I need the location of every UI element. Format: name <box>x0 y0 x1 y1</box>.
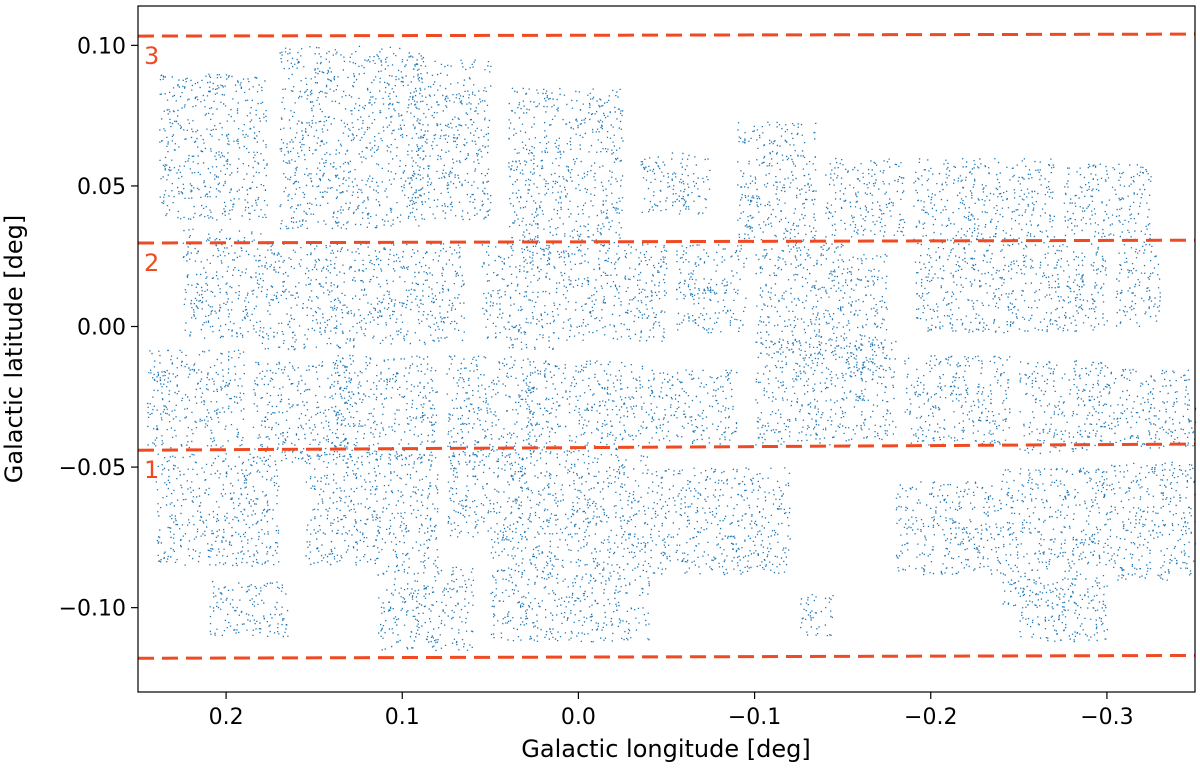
scatter-field-18 <box>914 242 1029 334</box>
scatter-field-40 <box>800 594 834 637</box>
x-tick-label-4: −0.2 <box>904 705 957 730</box>
scatter-field-38 <box>517 453 650 525</box>
scatter-field-10 <box>182 228 263 339</box>
region-label-2: 2 <box>144 249 159 277</box>
boundary-line-1 <box>137 32 1196 38</box>
x-axis-label: Galactic longitude [deg] <box>521 735 810 763</box>
points-layer <box>147 45 1197 652</box>
scatter-field-5 <box>737 121 817 244</box>
scatter-field-13 <box>481 242 562 350</box>
x-axis-ticks: 0.2 0.1 0.0 −0.1 −0.2 −0.3 <box>209 692 1134 730</box>
scatter-field-30 <box>1019 360 1109 455</box>
y-axis-ticks: 0.10 0.05 0.00 −0.05 −0.10 <box>59 34 138 622</box>
scatter-field-8 <box>1063 163 1117 238</box>
scatter-field-9 <box>1115 163 1152 243</box>
scatter-field-43 <box>1019 593 1108 643</box>
scatter-field-19 <box>1028 243 1108 333</box>
y-tick-label-0: 0.10 <box>77 34 126 59</box>
x-tick-label-0: 0.2 <box>209 705 244 730</box>
scatter-field-33 <box>209 580 289 638</box>
scatter-field-11 <box>261 242 368 351</box>
y-axis-label: Galactic latitude [deg] <box>0 215 28 483</box>
scatter-field-28 <box>852 340 897 441</box>
x-tick-label-5: −0.3 <box>1080 705 1133 730</box>
scatter-field-15 <box>676 244 748 334</box>
scatter-field-22 <box>252 360 351 463</box>
scatter-field-26 <box>649 369 738 445</box>
scatter-field-29 <box>904 355 1011 446</box>
scatter-field-25 <box>526 360 650 455</box>
y-tick-label-1: 0.05 <box>77 175 126 200</box>
boundary-line-2 <box>137 238 1196 245</box>
boundary-line-4 <box>137 653 1196 660</box>
scatter-field-14 <box>560 242 668 342</box>
scatter-field-1 <box>279 45 425 230</box>
scatter-field-2 <box>411 59 492 221</box>
x-tick-label-3: −0.1 <box>728 705 781 730</box>
y-tick-label-4: −0.10 <box>59 597 126 622</box>
scatter-field-35 <box>377 565 474 652</box>
boundary-line-3 <box>137 442 1196 452</box>
scatter-field-20 <box>1115 243 1161 327</box>
scatter-field-24 <box>446 355 536 461</box>
scatter-field-42 <box>1001 467 1108 609</box>
scatter-field-32 <box>155 453 280 567</box>
scatter-field-7 <box>913 158 1056 244</box>
scatter-field-37 <box>490 523 650 643</box>
scatter-field-21 <box>147 349 245 449</box>
scatter-field-39 <box>649 467 791 576</box>
x-tick-label-2: 0.0 <box>561 705 596 730</box>
y-tick-label-2: 0.00 <box>77 316 126 341</box>
scatter-field-0 <box>159 73 268 221</box>
scatter-field-34 <box>305 453 439 567</box>
scatter-field-17 <box>842 253 888 379</box>
scatter-field-36 <box>447 453 527 539</box>
scatter-field-44 <box>1107 461 1196 581</box>
scatter-field-41 <box>895 481 1003 576</box>
scatter-field-3 <box>508 87 624 244</box>
scatter-field-27 <box>755 341 853 446</box>
region-label-1: 1 <box>144 456 159 484</box>
plot-frame <box>137 5 1196 693</box>
boundary-lines: 3 2 1 <box>137 32 1196 660</box>
scatter-field-12 <box>367 242 465 345</box>
scatter-field-6 <box>825 157 906 238</box>
scatter-field-23 <box>331 354 438 462</box>
region-label-3: 3 <box>144 42 159 70</box>
scatter-field-31 <box>1107 368 1197 449</box>
scatter-field-4 <box>640 152 711 215</box>
y-tick-label-3: −0.05 <box>59 456 126 481</box>
x-tick-label-1: 0.1 <box>385 705 420 730</box>
scatter-field-16 <box>755 242 844 356</box>
